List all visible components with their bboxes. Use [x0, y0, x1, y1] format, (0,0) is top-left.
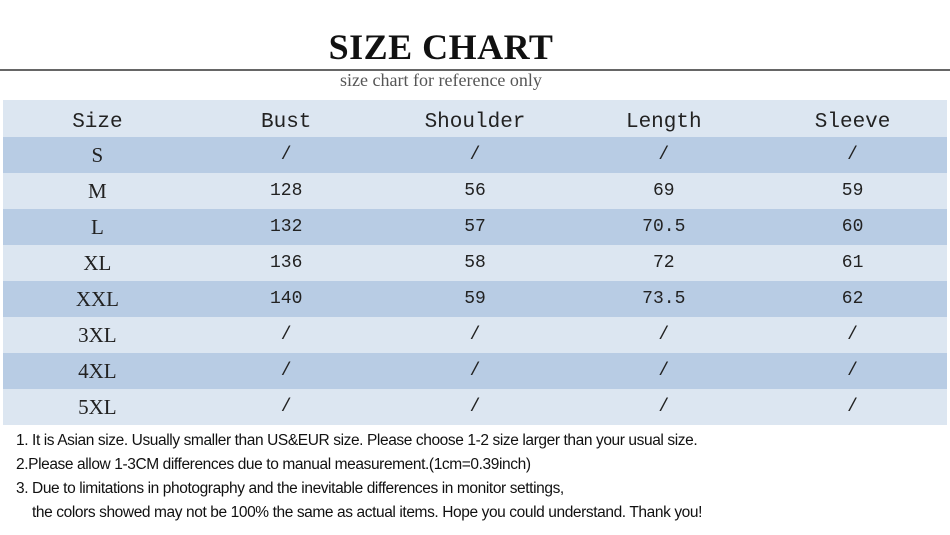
cell-shoulder: 56	[464, 181, 486, 201]
cell-bust: 140	[269, 289, 303, 309]
column-header-shoulder: Shoulder	[424, 111, 526, 134]
note-2: 2.Please allow 1-3CM differences due to …	[16, 456, 531, 473]
cell-length: 72	[652, 253, 675, 273]
note-3-continued: the colors showed may not be 100% the sa…	[32, 504, 703, 521]
cell-length: /	[658, 145, 670, 165]
table-row: M 128 56 69 59	[3, 173, 947, 209]
cell-length: /	[658, 361, 670, 381]
note-1: 1. It is Asian size. Usually smaller tha…	[16, 432, 698, 449]
cell-sleeve: 62	[841, 289, 864, 309]
cell-sleeve: /	[847, 325, 858, 345]
cell-size: 3XL	[78, 322, 117, 347]
cell-size: M	[88, 178, 107, 203]
notes: 1. It is Asian size. Usually smaller tha…	[16, 429, 702, 525]
cell-bust: /	[280, 145, 292, 165]
cell-shoulder: /	[469, 145, 481, 165]
cell-size: 4XL	[78, 358, 117, 383]
cell-shoulder: 58	[464, 253, 486, 273]
table-row: 4XL / / / /	[3, 353, 947, 389]
cell-shoulder: 59	[464, 289, 486, 309]
table-row: 5XL / / / /	[3, 389, 947, 425]
table-row: S / / / /	[3, 137, 947, 173]
note-3: 3. Due to limitations in photography and…	[16, 480, 564, 497]
cell-size: S	[91, 142, 104, 167]
table-header: Size Bust Shoulder Length Sleeve	[3, 100, 947, 137]
table-row: L 132 57 70.5 60	[3, 209, 947, 245]
cell-sleeve: /	[847, 145, 858, 165]
cell-bust: 128	[269, 181, 303, 201]
cell-bust: 132	[269, 217, 303, 237]
cell-sleeve: /	[847, 397, 858, 417]
cell-shoulder: 57	[464, 217, 486, 237]
table-row: 3XL / / / /	[3, 317, 947, 353]
cell-shoulder: /	[469, 397, 481, 417]
cell-size: XXL	[75, 286, 119, 311]
table-row: XL 136 58 72 61	[3, 245, 947, 281]
cell-sleeve: 60	[841, 217, 864, 237]
cell-bust: /	[280, 361, 292, 381]
cell-bust: /	[280, 397, 292, 417]
cell-shoulder: /	[469, 361, 481, 381]
cell-shoulder: /	[469, 325, 481, 345]
column-header-size: Size	[72, 111, 123, 134]
column-header-bust: Bust	[260, 111, 312, 134]
cell-length: 70.5	[642, 217, 686, 237]
cell-length: 73.5	[642, 289, 686, 309]
cell-size: 5XL	[78, 394, 117, 419]
cell-length: /	[658, 325, 670, 345]
page-subtitle: size chart for reference only	[340, 70, 542, 90]
cell-size: XL	[83, 250, 112, 275]
cell-sleeve: 61	[841, 253, 864, 273]
cell-bust: 136	[269, 253, 303, 273]
table-row: XXL 140 59 73.5 62	[3, 281, 947, 317]
cell-sleeve: /	[847, 361, 858, 381]
cell-size: L	[90, 214, 104, 239]
divider	[0, 69, 950, 71]
cell-sleeve: 59	[841, 181, 864, 201]
cell-length: 69	[652, 181, 675, 201]
column-header-sleeve: Sleeve	[814, 111, 891, 134]
column-header-length: Length	[625, 111, 702, 134]
cell-bust: /	[280, 325, 292, 345]
cell-length: /	[658, 397, 670, 417]
size-table: Size Bust Shoulder Length Sleeve S / / / / M 1…	[3, 100, 947, 425]
page-title: SIZE CHART	[328, 27, 554, 67]
